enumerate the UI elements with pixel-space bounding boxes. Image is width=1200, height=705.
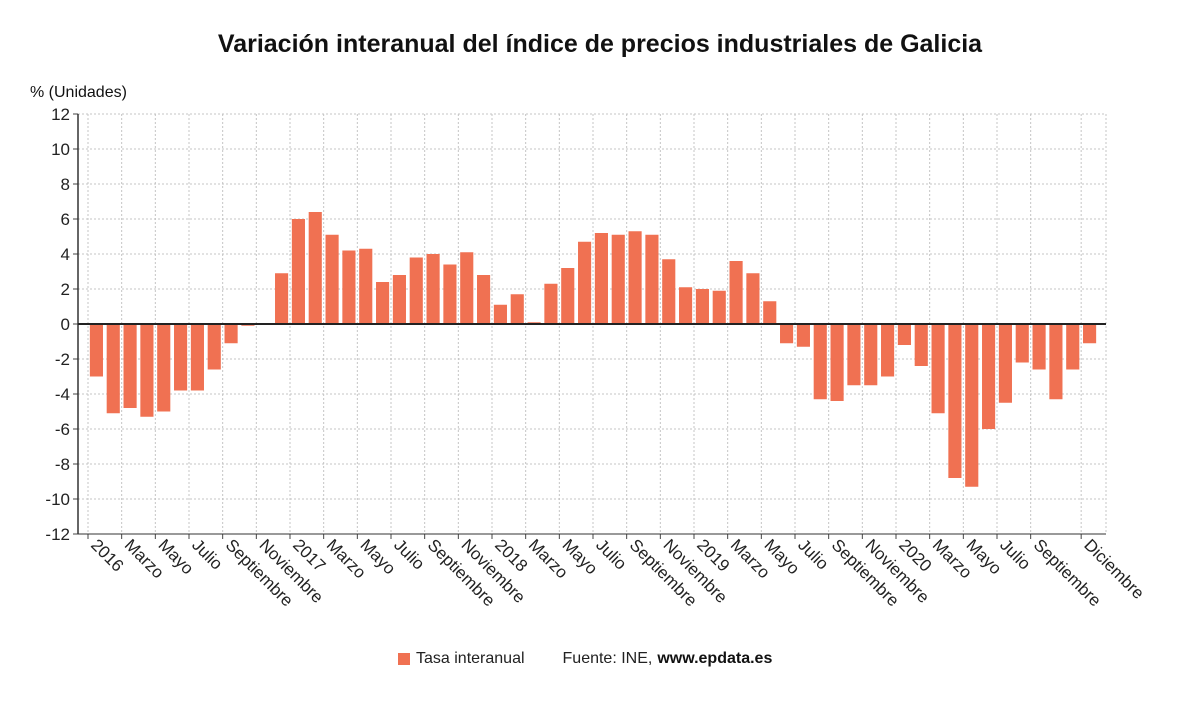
bar xyxy=(359,248,373,324)
bar xyxy=(965,324,979,487)
bar xyxy=(982,324,996,429)
bar xyxy=(679,287,693,324)
bar xyxy=(847,324,861,386)
bar xyxy=(662,259,676,324)
bar xyxy=(123,324,137,408)
y-tick-label: -4 xyxy=(55,385,70,404)
y-tick-label: 12 xyxy=(51,105,70,124)
y-tick-label: 8 xyxy=(61,175,70,194)
source-link[interactable]: www.epdata.es xyxy=(657,650,773,667)
bar xyxy=(998,324,1012,403)
chart-legend: Tasa interanual Fuente: INE, www.epdata.… xyxy=(398,650,772,668)
y-tick-label: 4 xyxy=(61,245,70,264)
bar xyxy=(948,324,962,478)
bar xyxy=(174,324,188,391)
bar xyxy=(325,234,339,324)
bar xyxy=(409,257,423,324)
legend-swatch xyxy=(398,653,410,665)
y-tick-label: -12 xyxy=(45,525,70,544)
bar xyxy=(1066,324,1080,370)
y-tick-label: 0 xyxy=(61,315,70,334)
bar xyxy=(763,301,777,324)
bar xyxy=(477,275,491,324)
bar xyxy=(510,294,524,324)
bar xyxy=(544,283,558,324)
bar xyxy=(628,231,642,324)
bar xyxy=(695,289,709,324)
bar xyxy=(443,264,457,324)
bar xyxy=(1032,324,1046,370)
chart-title: Variación interanual del índice de preci… xyxy=(217,30,983,58)
bar xyxy=(897,324,911,345)
bar xyxy=(729,261,743,324)
bar xyxy=(190,324,204,391)
bar xyxy=(594,233,608,324)
bar xyxy=(881,324,895,377)
y-tick-label: -6 xyxy=(55,420,70,439)
bar xyxy=(864,324,878,386)
bar xyxy=(1049,324,1063,400)
bar xyxy=(89,324,103,377)
source-prefix: Fuente: INE, xyxy=(562,650,653,667)
bar xyxy=(140,324,154,417)
bar xyxy=(460,252,474,324)
bar xyxy=(746,273,760,324)
bar xyxy=(392,275,406,324)
bar xyxy=(426,254,440,324)
bar xyxy=(291,219,305,324)
bar xyxy=(914,324,928,366)
bar xyxy=(578,241,592,324)
bar xyxy=(830,324,844,401)
bar xyxy=(224,324,238,344)
x-tick-label: 2016 xyxy=(87,535,127,575)
bar xyxy=(106,324,120,414)
bar xyxy=(342,250,356,324)
y-axis-unit-label: % (Unidades) xyxy=(30,84,127,101)
y-tick-label: -2 xyxy=(55,350,70,369)
bar xyxy=(796,324,810,347)
bar xyxy=(1015,324,1029,363)
bar xyxy=(813,324,827,400)
bar xyxy=(780,324,794,344)
y-tick-label: -8 xyxy=(55,455,70,474)
y-tick-label: 6 xyxy=(61,210,70,229)
legend-label: Tasa interanual xyxy=(416,650,525,667)
bar xyxy=(376,282,390,324)
bar xyxy=(493,304,507,324)
bar xyxy=(1083,324,1097,344)
bar xyxy=(275,273,289,324)
y-tick-label: 10 xyxy=(51,140,70,159)
bar xyxy=(561,268,575,324)
y-tick-label: -10 xyxy=(45,490,70,509)
bar xyxy=(308,212,322,324)
bar xyxy=(645,234,659,324)
bar xyxy=(931,324,945,414)
bar xyxy=(157,324,171,412)
bar xyxy=(207,324,221,370)
bar xyxy=(611,234,625,324)
y-tick-label: 2 xyxy=(61,280,70,299)
bar xyxy=(712,290,726,324)
